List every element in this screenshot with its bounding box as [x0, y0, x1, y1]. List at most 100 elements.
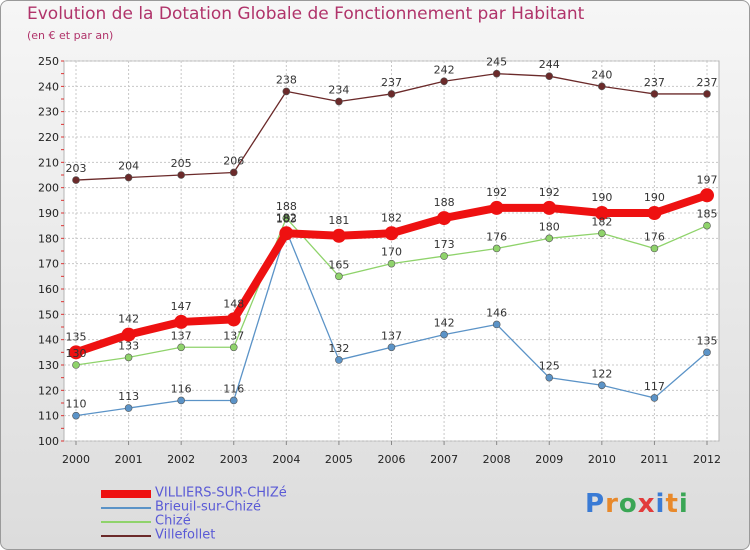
data-point	[542, 200, 557, 215]
data-point	[598, 229, 606, 238]
legend-item: Chizé	[101, 514, 287, 528]
logo-letter: i	[678, 489, 689, 519]
logo-letter: P	[585, 489, 606, 519]
proxiti-logo: Proxiti	[585, 489, 689, 519]
data-label: 125	[539, 360, 560, 373]
data-point	[174, 314, 189, 329]
data-label: 234	[328, 84, 349, 97]
data-point	[598, 82, 606, 91]
data-point	[229, 343, 238, 352]
chart-title: Evolution de la Dotation Globale de Fonc…	[27, 4, 585, 24]
x-tick-label: 2009	[535, 453, 563, 466]
data-label: 130	[66, 347, 87, 360]
data-point	[647, 206, 662, 220]
data-label: 237	[644, 76, 665, 89]
data-label: 192	[486, 186, 507, 199]
data-label: 110	[66, 398, 87, 411]
data-point	[279, 226, 294, 241]
data-point	[440, 252, 448, 260]
y-tick-label: 170	[38, 258, 59, 271]
x-tick-label: 2004	[272, 453, 300, 466]
data-label: 240	[591, 68, 612, 81]
data-point	[492, 69, 501, 78]
x-tick-label: 2007	[430, 453, 458, 466]
y-tick-label: 130	[38, 359, 59, 372]
legend-item: Villefollet	[101, 528, 287, 542]
x-tick-label: 2012	[693, 453, 721, 466]
x-tick-label: 2000	[62, 453, 90, 466]
legend-swatch	[101, 534, 151, 537]
x-tick-label: 2008	[483, 453, 511, 466]
y-tick-label: 240	[38, 80, 59, 93]
data-label: 182	[591, 215, 612, 228]
data-label: 116	[171, 382, 192, 395]
data-label: 113	[118, 390, 139, 403]
data-label: 137	[223, 329, 244, 342]
data-label: 146	[486, 306, 507, 319]
data-label: 135	[66, 330, 87, 343]
data-label: 203	[66, 162, 87, 175]
legend-swatch	[101, 506, 151, 509]
logo-letter: i	[655, 489, 666, 519]
chart-legend: VILLIERS-SUR-CHIZé Brieuil-sur-Chizé Chizé…	[101, 486, 287, 542]
data-point	[387, 90, 396, 98]
data-point	[440, 77, 448, 86]
data-label: 244	[539, 58, 560, 71]
x-tick-label: 2002	[167, 453, 195, 466]
data-label: 190	[591, 191, 612, 204]
data-point	[335, 356, 343, 364]
y-tick-label: 210	[38, 156, 59, 169]
data-point	[594, 206, 609, 220]
legend-label: Chizé	[155, 513, 191, 529]
x-tick-label: 2003	[220, 453, 248, 466]
data-label: 170	[381, 246, 402, 259]
data-label: 188	[276, 200, 297, 213]
y-tick-label: 190	[38, 207, 59, 220]
data-label: 137	[171, 329, 192, 342]
data-point	[229, 168, 238, 177]
x-tick-label: 2010	[588, 453, 616, 466]
data-label: 185	[697, 208, 718, 221]
data-point	[177, 343, 185, 352]
data-label: 205	[171, 157, 192, 170]
data-label: 133	[118, 339, 139, 352]
legend-label: VILLIERS-SUR-CHIZé	[155, 485, 287, 501]
logo-letter: t	[665, 489, 679, 519]
data-point	[226, 312, 241, 327]
y-tick-label: 140	[38, 334, 59, 347]
data-label: 147	[171, 300, 192, 313]
data-point	[72, 361, 80, 369]
legend-label: Villefollet	[155, 527, 216, 543]
data-point	[335, 272, 343, 281]
data-point	[69, 345, 83, 360]
y-tick-label: 120	[38, 384, 59, 397]
data-point	[650, 244, 659, 253]
legend-item: VILLIERS-SUR-CHIZé	[101, 486, 287, 500]
data-label: 142	[434, 317, 455, 330]
data-label: 176	[486, 230, 507, 243]
y-tick-label: 200	[38, 182, 59, 195]
data-point	[331, 228, 346, 243]
x-tick-label: 2001	[115, 453, 143, 466]
legend-swatch	[101, 520, 151, 523]
y-tick-label: 160	[38, 283, 59, 296]
data-label: 122	[591, 367, 612, 380]
data-point	[177, 171, 185, 179]
data-label: 245	[486, 56, 507, 69]
data-point	[545, 373, 554, 382]
data-point	[124, 353, 133, 362]
data-point	[437, 211, 452, 226]
data-point	[72, 411, 80, 420]
logo-letter: r	[605, 489, 619, 519]
data-point	[492, 244, 501, 253]
data-label: 242	[434, 63, 455, 76]
data-point	[387, 259, 396, 268]
data-label: 183	[276, 213, 297, 226]
data-point	[650, 394, 659, 402]
data-point	[703, 90, 711, 98]
data-label: 182	[381, 211, 402, 224]
legend-swatch	[101, 489, 151, 498]
data-label: 180	[539, 220, 560, 233]
